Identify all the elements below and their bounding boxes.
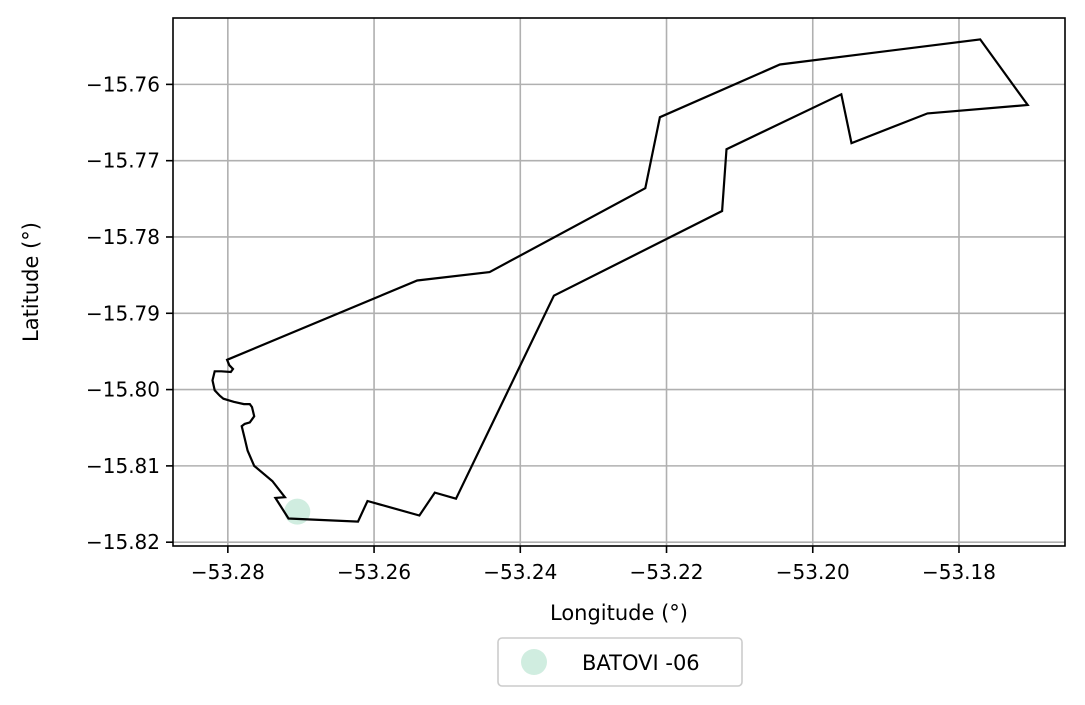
x-axis: −53.28 −53.26 −53.24 −53.22 −53.20 −53.18 xyxy=(191,546,996,584)
legend: BATOVI -06 xyxy=(497,637,743,687)
area-marker xyxy=(284,498,311,525)
y-tick-label: −15.78 xyxy=(86,225,160,249)
y-tick-label: −15.80 xyxy=(86,378,160,402)
x-tick-label: −53.18 xyxy=(922,560,996,584)
area-markers xyxy=(284,498,311,525)
y-tick-label: −15.77 xyxy=(86,149,160,173)
legend-entry-label: BATOVI -06 xyxy=(582,651,700,675)
x-tick-label: −53.24 xyxy=(483,560,557,584)
legend-box xyxy=(497,637,743,687)
x-tick-label: −53.22 xyxy=(630,560,704,584)
gridlines xyxy=(173,18,1065,546)
x-tick-label: −53.26 xyxy=(337,560,411,584)
x-tick-label: −53.20 xyxy=(776,560,850,584)
plot-frame xyxy=(172,17,1066,547)
y-tick-label: −15.82 xyxy=(86,530,160,554)
y-axis: −15.82 −15.81 −15.80 −15.79 −15.78 −15.77 −15.… xyxy=(86,72,173,554)
y-tick-label: −15.81 xyxy=(86,454,160,478)
area-boundary xyxy=(211,38,1030,523)
legend-marker xyxy=(521,649,547,675)
x-tick-label: −53.28 xyxy=(191,560,265,584)
y-tick-label: −15.76 xyxy=(86,72,160,96)
y-tick-label: −15.79 xyxy=(86,301,160,325)
x-axis-label: Longitude (°) xyxy=(550,601,688,625)
y-axis-label: Latitude (°) xyxy=(19,222,43,342)
